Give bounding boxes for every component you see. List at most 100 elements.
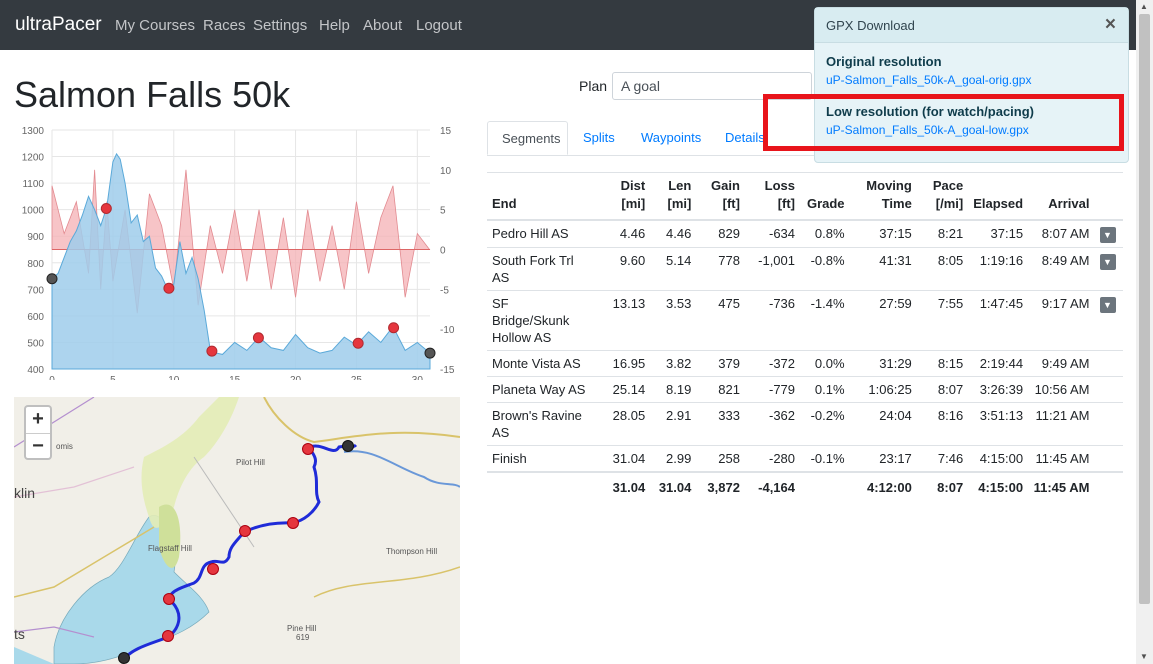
aid-marker[interactable] (302, 443, 314, 455)
scroll-down-icon[interactable]: ▼ (1140, 652, 1148, 661)
original-gpx-link[interactable]: uP-Salmon_Falls_50k-A_goal-orig.gpx (826, 73, 1032, 87)
aid-station-point[interactable] (252, 332, 264, 344)
aid-station-point[interactable] (206, 345, 218, 357)
y-right-tick-label: 15 (440, 126, 452, 137)
finish-marker[interactable] (118, 652, 130, 664)
cell-arrival: 9:17 AM (1028, 290, 1095, 351)
cell-dist: 4.46 (594, 219, 651, 248)
total-pace: 8:07 (916, 471, 969, 500)
nav-about[interactable]: About (363, 17, 403, 34)
elevation-grade-chart[interactable]: 400 500 600 700 800 900 1000 1100 1200 1300 0 5 10 15… (0, 120, 470, 380)
tab-details[interactable]: Details (725, 130, 765, 145)
aid-marker[interactable] (239, 525, 251, 537)
cell-end: South Fork Trl AS (487, 247, 595, 291)
cell-len: 5.14 (650, 247, 697, 291)
cell-grade: 0.8% (800, 219, 850, 248)
cell-pace: 7:55 (916, 290, 969, 351)
cell-actions (1094, 445, 1123, 472)
tab-segments[interactable]: Segments (487, 121, 568, 155)
map-label-omis: omis (56, 442, 73, 451)
aid-station-point[interactable] (352, 337, 364, 349)
aid-station-point[interactable] (388, 322, 400, 334)
col-moving-time: Moving Time (849, 172, 917, 221)
zoom-out-button[interactable]: − (32, 435, 44, 457)
cell-actions: ▼ (1094, 290, 1123, 351)
course-map[interactable]: Pilot Hill Flagstaff Hill Thompson Hill … (14, 397, 460, 664)
map-canvas: Pilot Hill Flagstaff Hill Thompson Hill … (14, 397, 460, 664)
cell-grade: -1.4% (800, 290, 850, 351)
cell-elapsed: 1:19:16 (968, 247, 1029, 291)
totals-row: 31.04 31.04 3,872 -4,164 4:12:00 8:07 4:15:00 1… (487, 471, 1123, 500)
aid-marker[interactable] (207, 563, 219, 575)
zoom-in-button[interactable]: + (26, 407, 50, 434)
nav-races[interactable]: Races (203, 17, 246, 34)
cell-len: 2.91 (650, 402, 697, 446)
y-left-tick-label: 800 (27, 259, 44, 270)
cell-gain: 821 (696, 376, 745, 403)
y-right-tick-label: 0 (440, 246, 446, 257)
table-row: Brown's Ravine AS 28.05 2.91 333 -362 -0.2% 24… (487, 402, 1123, 446)
cell-end: Planeta Way AS (487, 376, 595, 403)
cell-elapsed: 1:47:45 (968, 290, 1029, 351)
cell-dist: 31.04 (594, 445, 651, 472)
cell-loss: -634 (744, 219, 801, 248)
tab-bar: Segments Splits Waypoints Details (487, 121, 1123, 156)
start-marker[interactable] (342, 440, 354, 452)
cell-elapsed: 3:26:39 (968, 376, 1029, 403)
cell-arrival: 9:49 AM (1028, 350, 1095, 377)
cell-moving: 31:29 (849, 350, 917, 377)
highlight-box (763, 94, 1124, 151)
nav-help[interactable]: Help (319, 17, 350, 34)
aid-marker[interactable] (287, 517, 299, 529)
start-finish-point[interactable] (46, 273, 58, 285)
total-len: 31.04 (650, 471, 697, 500)
col-gain: Gain [ft] (696, 172, 745, 221)
cell-len: 8.19 (650, 376, 697, 403)
caret-down-icon[interactable]: ▼ (1099, 254, 1116, 270)
aid-marker[interactable] (163, 593, 175, 605)
page-title: Salmon Falls 50k (14, 74, 291, 115)
scroll-up-icon[interactable]: ▲ (1140, 2, 1148, 11)
aid-station-point[interactable] (163, 282, 175, 294)
cell-loss: -779 (744, 376, 801, 403)
cell-arrival: 11:45 AM (1028, 445, 1095, 472)
page-scrollbar[interactable]: ▲ ▼ (1136, 0, 1153, 664)
cell-loss: -280 (744, 445, 801, 472)
x-tick-label: 30 (412, 375, 424, 380)
brand-logo[interactable]: ultraPacer (15, 14, 102, 35)
cell-pace: 8:16 (916, 402, 969, 446)
close-icon[interactable]: × (1104, 14, 1116, 35)
col-len: Len [mi] (650, 172, 697, 221)
cell-end: Pedro Hill AS (487, 219, 595, 248)
start-finish-point[interactable] (424, 347, 436, 359)
cell-elapsed: 2:19:44 (968, 350, 1029, 377)
scroll-thumb[interactable] (1139, 14, 1150, 604)
nav-logout[interactable]: Logout (416, 17, 462, 34)
cell-grade: 0.0% (800, 350, 850, 377)
gpx-download-popover: GPX Download × Original resolution uP-Sa… (814, 7, 1129, 163)
cell-grade: -0.8% (800, 247, 850, 291)
total-dist: 31.04 (594, 471, 651, 500)
cell-moving: 37:15 (849, 219, 917, 248)
y-right-tick-label: -10 (440, 325, 455, 336)
tab-splits[interactable]: Splits (583, 130, 615, 145)
cell-gain: 333 (696, 402, 745, 446)
cell-len: 3.82 (650, 350, 697, 377)
cell-actions (1094, 376, 1123, 403)
low-gpx-link[interactable]: uP-Salmon_Falls_50k-A_goal-low.gpx (826, 123, 1029, 137)
y-left-tick-label: 900 (27, 232, 44, 243)
nav-settings[interactable]: Settings (253, 17, 308, 34)
table-row: Planeta Way AS 25.14 8.19 821 -779 0.1% 1:06:2… (487, 376, 1123, 403)
y-left-tick-label: 1000 (22, 206, 45, 217)
nav-my-courses[interactable]: My Courses (115, 17, 196, 34)
map-label-elevation: 619 (296, 633, 310, 642)
y-right-tick-label: 5 (440, 206, 446, 217)
aid-station-point[interactable] (100, 202, 112, 214)
caret-down-icon[interactable]: ▼ (1099, 227, 1116, 243)
col-loss: Loss [ft] (744, 172, 801, 221)
caret-down-icon[interactable]: ▼ (1099, 297, 1116, 313)
aid-marker[interactable] (162, 630, 174, 642)
tab-waypoints[interactable]: Waypoints (641, 130, 702, 145)
zoom-control: + − (24, 405, 52, 460)
cell-dist: 16.95 (594, 350, 651, 377)
